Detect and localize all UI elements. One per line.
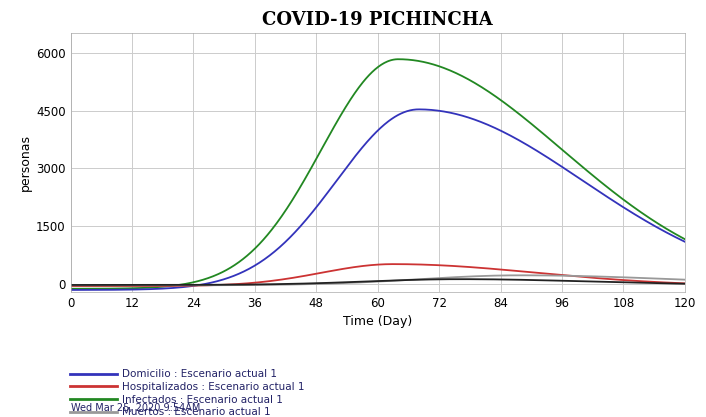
Text: Wed Mar 25, 2020 9:54AM: Wed Mar 25, 2020 9:54AM <box>71 403 200 413</box>
Title: COVID-19 PICHINCHA: COVID-19 PICHINCHA <box>263 11 493 29</box>
Legend: Domicilio : Escenario actual 1, Hospitalizados : Escenario actual 1, Infectados : Domicilio : Escenario actual 1, Hospital… <box>70 369 304 417</box>
Y-axis label: personas: personas <box>19 134 32 191</box>
X-axis label: Time (Day): Time (Day) <box>343 315 412 328</box>
